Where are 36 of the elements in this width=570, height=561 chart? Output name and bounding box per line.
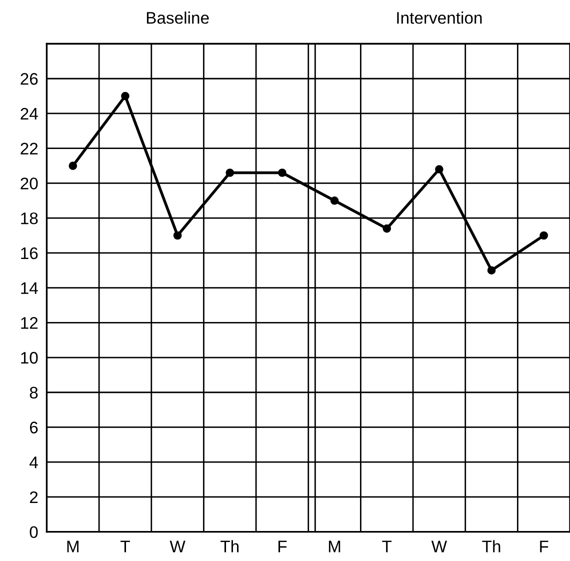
y-tick-label: 14 [21,282,38,294]
point [330,196,339,205]
x-tick-label: Th [220,540,239,552]
point [68,162,78,170]
text: Baseline [146,12,209,24]
point [540,231,548,240]
point [487,266,496,275]
x-tick-label: M [328,540,340,552]
point [435,165,444,174]
y-tick-label: 4 [30,456,38,468]
y-tick-label: 0 [30,526,38,538]
y-tick-label: 18 [21,212,38,224]
x-tick-label: F [540,540,548,552]
point [226,168,234,177]
x-tick-label: F [278,540,287,552]
y-tick-label: 16 [21,247,38,260]
x-tick-label: T [120,540,130,552]
x-tick-label: W [170,540,186,552]
y-tick-label: 24 [20,108,38,120]
point [278,168,286,177]
y-tick-label: 2 [30,491,38,504]
y-tick-label: 6 [30,422,38,434]
x-tick-label: T [382,540,392,552]
y-tick-label: 26 [20,73,38,85]
point [173,231,182,240]
y-tick-label: 12 [21,317,38,329]
x-tick-label: M [67,540,78,552]
y-tick-label: 20 [20,178,38,190]
y-tick-label: 8 [30,386,38,399]
point [382,224,392,233]
y-tick-label: 22 [20,142,38,154]
x-tick-label: W [431,540,447,552]
text: Intervention [397,12,482,24]
y-tick-label: 10 [21,352,38,364]
point [121,92,130,100]
x-tick-label: Th [482,540,500,552]
